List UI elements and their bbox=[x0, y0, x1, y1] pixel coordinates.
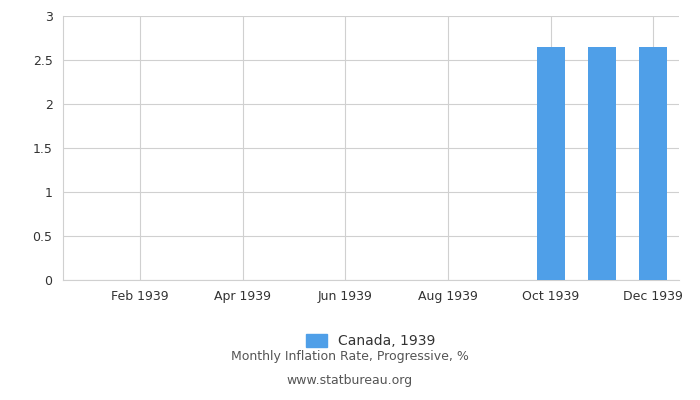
Bar bbox=[639, 47, 667, 280]
Text: Monthly Inflation Rate, Progressive, %: Monthly Inflation Rate, Progressive, % bbox=[231, 350, 469, 363]
Legend: Canada, 1939: Canada, 1939 bbox=[307, 334, 435, 348]
Text: www.statbureau.org: www.statbureau.org bbox=[287, 374, 413, 387]
Bar bbox=[536, 47, 565, 280]
Bar bbox=[588, 47, 616, 280]
